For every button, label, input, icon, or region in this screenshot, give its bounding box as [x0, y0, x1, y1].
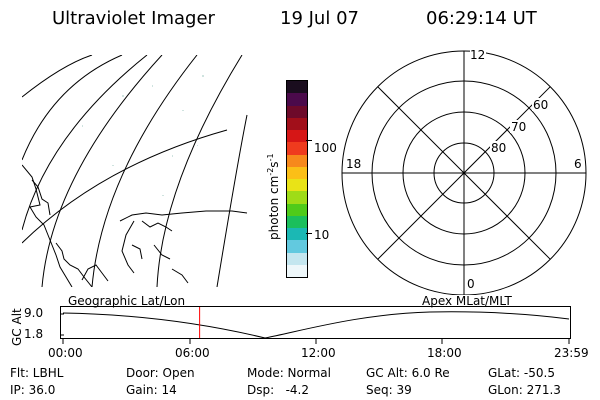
instrument-title: Ultraviolet Imager — [52, 8, 215, 29]
x-tick-label: 06:00 — [175, 346, 210, 360]
colorbar-band — [287, 191, 307, 204]
sequence-value: Seq: 39 — [366, 383, 412, 397]
plot-frame — [60, 306, 571, 339]
colorbar-band — [287, 117, 307, 131]
colorbar-band — [287, 130, 307, 143]
colorbar-tick — [306, 233, 312, 234]
coastline — [55, 242, 93, 287]
ip-value: IP: 36.0 — [10, 383, 56, 397]
meridian-line — [22, 55, 148, 231]
meridian-line — [156, 55, 243, 287]
geographic-title: Geographic Lat/Lon — [68, 294, 186, 308]
colorbar-band — [287, 228, 307, 241]
mlt-label-18: 18 — [346, 157, 361, 171]
x-tick-label: 23:59 — [554, 346, 589, 360]
altitude-plot — [60, 306, 571, 344]
y-tick-label: 1.8 — [24, 327, 44, 341]
filter-value: Flt: LBHL — [10, 366, 64, 380]
color-scale-bar — [286, 80, 308, 278]
meridian-line — [41, 55, 163, 287]
x-tick-label: 00:00 — [48, 346, 83, 360]
parallel-line — [22, 129, 228, 244]
door-status: Door: Open — [126, 366, 195, 380]
image-date: 19 Jul 07 — [280, 8, 359, 29]
mlt-spoke — [377, 86, 551, 260]
colorbar-band — [287, 203, 307, 217]
glon-value: GLon: 271.3 — [488, 383, 561, 397]
colorbar-band — [287, 93, 307, 106]
geographic-map — [22, 55, 248, 287]
mlt-label-0: 0 — [467, 277, 475, 291]
colorbar-band — [287, 142, 307, 155]
mlt-label-12: 12 — [470, 48, 485, 62]
coastline — [121, 220, 135, 274]
coastline — [141, 220, 173, 232]
colorbar-band — [287, 179, 307, 192]
gc-alt-axis-label: GC Alt — [10, 308, 24, 346]
lat-label-70: 70 — [511, 120, 526, 134]
meridian-line — [91, 55, 198, 287]
dsp-value: Dsp: -4.2 — [247, 383, 310, 397]
colorbar-band — [287, 81, 307, 94]
colorbar-tick — [306, 140, 312, 141]
coastline — [153, 244, 171, 260]
coastline — [31, 179, 51, 216]
lat-label-80: 80 — [491, 141, 506, 155]
image-speckle — [82, 75, 204, 196]
colorbar-band — [287, 264, 307, 277]
colorbar-band — [287, 240, 307, 253]
gain-value: Gain: 14 — [126, 383, 177, 397]
colorbar-tick-label: 100 — [314, 141, 337, 155]
meridian-line — [22, 55, 93, 98]
colorbar-band — [287, 215, 307, 229]
apex-title: Apex MLat/MLT — [422, 294, 512, 308]
meridian-line — [22, 55, 123, 161]
lat-label-60: 60 — [533, 98, 548, 112]
meridian-line — [216, 114, 248, 287]
colorbar-tick-label: 10 — [314, 228, 330, 242]
coastline — [119, 210, 248, 222]
polar-mlt-plot: 12 18 6 0 60 70 80 — [341, 48, 587, 295]
colorbar-band — [287, 252, 307, 266]
altitude-curve — [62, 311, 570, 339]
mode-value: Mode: Normal — [247, 366, 331, 380]
image-time: 06:29:14 UT — [426, 8, 537, 29]
coastline — [131, 244, 143, 260]
mlt-label-6: 6 — [574, 157, 582, 171]
coastline — [22, 164, 73, 287]
x-tick-label: 12:00 — [301, 346, 336, 360]
colorbar-units-label: photon cm-2s-1 — [266, 153, 281, 240]
colorbar-band — [287, 154, 307, 168]
glat-value: GLat: -50.5 — [488, 366, 555, 380]
colorbar-band — [287, 166, 307, 180]
y-tick-label: 9.0 — [24, 306, 44, 320]
colorbar-band — [287, 105, 307, 119]
coastline — [171, 268, 189, 284]
x-tick-label: 18:00 — [427, 346, 462, 360]
coastline — [81, 264, 109, 282]
gc-alt-value: GC Alt: 6.0 Re — [366, 366, 450, 380]
